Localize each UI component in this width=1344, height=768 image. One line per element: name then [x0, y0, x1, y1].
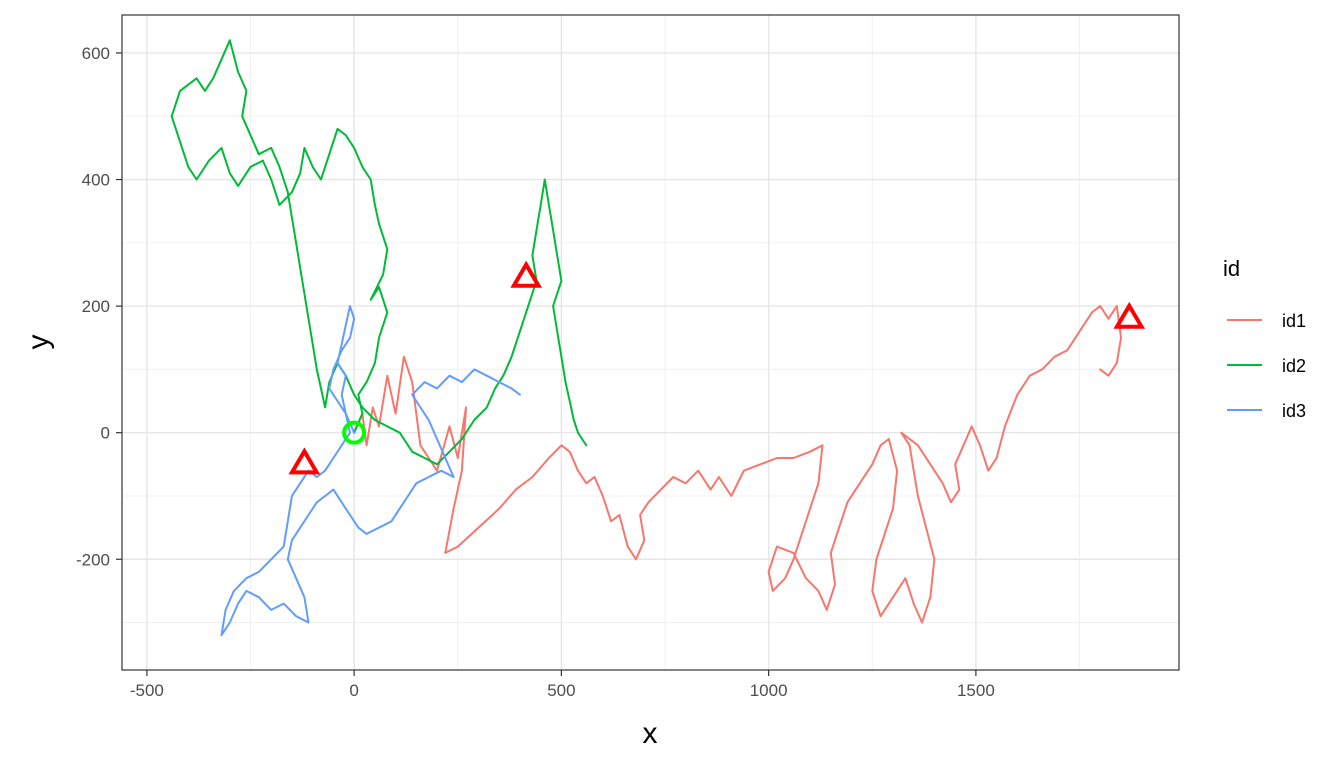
series-id3-line	[220, 305, 521, 637]
legend: id id1 id2 id3	[1223, 256, 1306, 421]
marker-triangle-0	[510, 260, 542, 288]
x-axis: -500 0 500 1000 1500	[130, 670, 995, 700]
marker-triangle-2	[288, 447, 321, 475]
x-tick-label: 1500	[957, 681, 995, 700]
y-tick-label: 600	[82, 44, 110, 63]
legend-label-id1: id1	[1282, 311, 1306, 331]
plot-panel-border	[121, 14, 1180, 671]
series-layer	[170, 39, 1122, 637]
marker-triangle-1	[1113, 301, 1146, 329]
marker-circle-3	[342, 420, 367, 445]
x-tick-label: 1000	[750, 681, 788, 700]
series-id1-line	[353, 305, 1122, 624]
legend-label-id3: id3	[1282, 401, 1306, 421]
legend-title: id	[1223, 256, 1240, 281]
series-id2-line	[170, 39, 588, 466]
y-tick-label: 200	[82, 297, 110, 316]
y-tick-label: 0	[101, 424, 110, 443]
y-tick-label: 400	[82, 171, 110, 190]
x-tick-label: 0	[349, 681, 358, 700]
marker-layer	[288, 260, 1146, 475]
x-tick-label: 500	[547, 681, 575, 700]
y-axis: -200 0 200 400 600	[76, 44, 122, 569]
x-axis-title: x	[643, 717, 658, 750]
legend-label-id2: id2	[1282, 356, 1306, 376]
grid-minor	[122, 15, 1179, 670]
y-tick-label: -200	[76, 550, 110, 569]
y-axis-title: y	[22, 335, 55, 350]
plot-background	[122, 15, 1179, 670]
x-tick-label: -500	[130, 681, 164, 700]
